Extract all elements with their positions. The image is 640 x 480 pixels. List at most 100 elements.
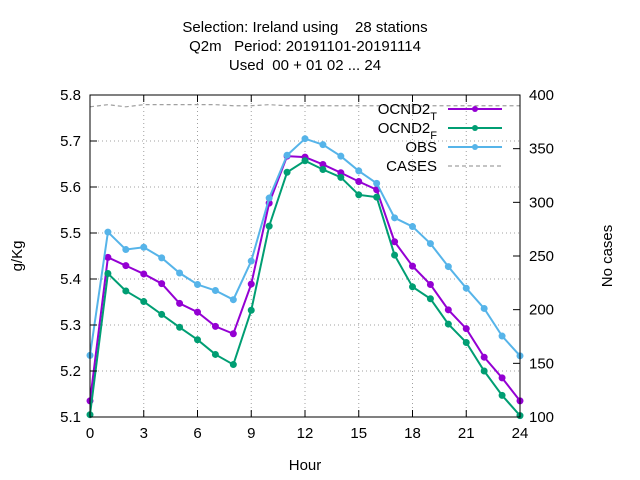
data-point (498, 332, 506, 340)
data-point (409, 223, 416, 231)
data-point (158, 310, 166, 318)
data-point (247, 257, 255, 265)
legend-marker-2 (472, 144, 478, 150)
data-point (319, 166, 327, 174)
data-point (426, 240, 434, 248)
data-point (409, 283, 416, 291)
data-point (176, 299, 184, 307)
title-line-1: Selection: Ireland using 28 stations (182, 19, 427, 36)
data-point (391, 238, 399, 246)
data-point (247, 306, 255, 314)
x-tick-label: 3 (140, 425, 148, 442)
data-point (229, 330, 237, 338)
legend-label-3: CASES (386, 158, 437, 175)
legend-marker-0 (472, 106, 478, 112)
data-point (122, 246, 130, 254)
data-point (194, 281, 201, 289)
legend-subscript: T (430, 111, 437, 123)
y2-tick-label: 250 (529, 248, 554, 265)
data-point (355, 177, 363, 185)
data-point (229, 296, 237, 304)
x-tick-label: 9 (247, 425, 255, 442)
data-point (355, 191, 363, 199)
y-tick-label: 5.6 (60, 179, 81, 196)
y2-tick-label: 100 (529, 409, 554, 426)
data-point (426, 295, 434, 303)
data-point (337, 173, 345, 181)
data-point (373, 179, 381, 187)
x-tick-label: 12 (297, 425, 314, 442)
data-point (301, 157, 309, 165)
y-tick-label: 5.5 (60, 225, 81, 242)
data-point (176, 269, 184, 277)
data-point (176, 323, 184, 331)
legend-label-2: OBS (405, 139, 437, 156)
x-tick-label: 24 (512, 425, 529, 442)
data-point (498, 391, 506, 399)
data-point (337, 152, 345, 160)
series-line-3 (89, 104, 520, 108)
data-point (409, 262, 416, 270)
y2-tick-label: 350 (529, 141, 554, 158)
data-point (122, 262, 130, 270)
data-point (480, 367, 488, 375)
data-point (158, 254, 166, 262)
data-point (140, 243, 148, 251)
data-point (158, 280, 166, 288)
data-point (355, 167, 363, 175)
title-line-3: Used 00 + 01 02 ... 24 (229, 57, 381, 74)
y-axis-label: g/Kg (9, 241, 26, 272)
data-point (211, 322, 219, 330)
data-point (444, 320, 452, 328)
title-line-2: Q2m Period: 20191101-20191114 (189, 38, 421, 55)
data-point (462, 284, 470, 292)
x-tick-label: 0 (86, 425, 94, 442)
data-point (462, 338, 470, 346)
y-tick-label: 5.7 (60, 133, 81, 150)
data-point (211, 287, 219, 294)
data-point (283, 151, 291, 159)
data-point (426, 281, 434, 289)
y-tick-label: 5.4 (60, 271, 81, 288)
data-point (301, 135, 309, 143)
data-point (319, 141, 327, 149)
data-point (104, 269, 112, 277)
legend-marker-1 (472, 125, 478, 131)
chart-title: Selection: Ireland using 28 stations Q2m… (182, 19, 427, 74)
data-point (265, 222, 273, 230)
x-tick-label: 21 (458, 425, 475, 442)
data-point (194, 308, 201, 316)
data-point (104, 228, 112, 236)
data-point (194, 336, 201, 344)
series-layer (86, 104, 524, 420)
data-point (104, 253, 112, 261)
grid (90, 95, 520, 417)
data-point (391, 214, 399, 222)
axes: 0 3 6 9 12 15 18 21 24 5.1 5.2 5.3 5.4 5.5 5.6 5.7 5.8 10… (60, 87, 554, 442)
y2-tick-label: 200 (529, 302, 554, 319)
legend-subscript: F (430, 130, 437, 142)
y2-tick-label: 150 (529, 355, 554, 372)
data-point (122, 287, 130, 295)
x-axis-label: Hour (289, 457, 322, 474)
data-point (211, 350, 219, 358)
x-tick-label: 6 (193, 425, 201, 442)
data-point (462, 325, 470, 333)
legend-label-1: OCND2F (378, 120, 438, 142)
x-tick-label: 15 (350, 425, 367, 442)
data-point (265, 194, 273, 202)
x-tick-label: 18 (404, 425, 421, 442)
data-point (391, 251, 399, 259)
y2-tick-label: 400 (529, 87, 554, 104)
data-point (140, 270, 148, 278)
data-point (480, 353, 488, 361)
data-point (480, 304, 488, 312)
legend-label-0: OCND2T (378, 101, 438, 123)
data-point (444, 306, 452, 314)
y-tick-label: 5.2 (60, 363, 81, 380)
data-point (498, 374, 506, 382)
y2-axis-label: No cases (599, 225, 616, 288)
y-tick-label: 5.8 (60, 87, 81, 104)
y-tick-label: 5.3 (60, 317, 81, 334)
